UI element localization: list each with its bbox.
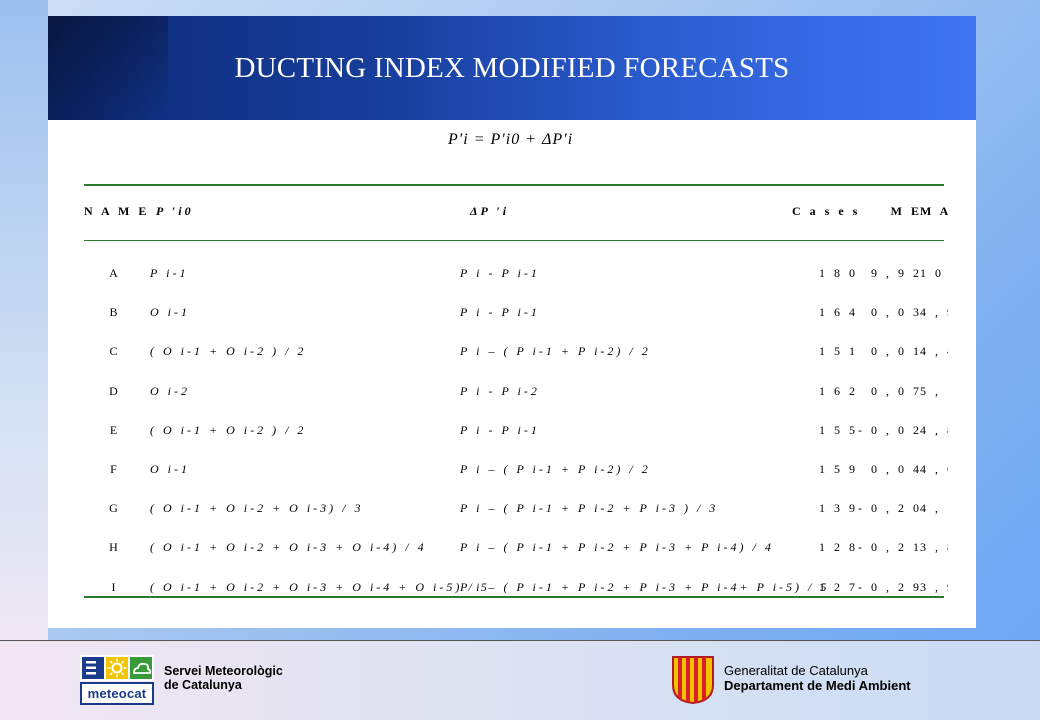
cell-dp: P i - P i-1	[460, 266, 540, 280]
cell-cases: 1 3 9	[819, 501, 858, 516]
cell-dp: P i - P i-1	[460, 422, 540, 437]
formula: P′i = P′i0 + ΔP′i	[448, 131, 574, 148]
cell-name: B	[109, 305, 121, 320]
cell-me: 0 , 0 4	[871, 462, 922, 476]
cell-p0: ( O i-1 + O i-2 + O i-3 + O i-4) / 4	[150, 540, 427, 555]
cell-ma: 4 , 4	[920, 344, 948, 359]
cell-p0: ( O i-1 + O i-2 ) / 2	[150, 344, 307, 359]
cell-dp: P i – ( P i-1 + P i-2 + P i-3 + P i-4) /…	[460, 540, 774, 555]
cell-dp: P i – ( P i-1 + P i-2) / 2	[460, 344, 651, 359]
cell-p0: ( O i-1 + O i-2 + O i-3) / 3	[150, 501, 364, 516]
cell-cases: 1 2 7	[819, 579, 858, 594]
table-rule-header	[84, 240, 944, 241]
generalitat-logo	[670, 655, 716, 705]
cell-cases: 1 6 4	[819, 305, 858, 320]
cell-cases: 1 6 2	[819, 383, 858, 398]
cell-me: 9 , 9 2	[871, 266, 922, 280]
slide-title: DUCTING INDEX MODIFIED FORECASTS	[234, 52, 790, 84]
header-me: M E	[890, 204, 922, 218]
cell-name: E	[109, 422, 121, 437]
slide-background-strip	[0, 0, 48, 640]
cell-ma: 4 , 1	[920, 501, 948, 516]
cell-dp: P i – ( P i-1 + P i-2 + P i-3 + P i-4+ P…	[460, 579, 830, 594]
cell-dp: P i – ( P i-1 + P i-2) / 2	[460, 462, 651, 476]
cell-dp: P i - P i-1	[460, 305, 540, 320]
cell-p0: O i-2	[150, 383, 190, 398]
cell-ma: 3 , 8	[920, 540, 948, 555]
cell-me: 0 , 0 3	[871, 305, 922, 320]
slide-panel: DUCTING INDEX MODIFIED FORECASTS P′i = P…	[48, 16, 976, 628]
weather-icons-strip	[80, 655, 154, 681]
header-cases: C a s e s	[792, 204, 861, 218]
cell-p0: P i-1	[150, 266, 189, 280]
servei-meteorologic-label: Servei Meteorològic de Catalunya	[164, 664, 283, 692]
cell-ma: 1 0 ,	[920, 266, 948, 280]
meteocat-wordmark: meteocat	[80, 682, 154, 705]
gov-line-2: Departament de Medi Ambient	[724, 678, 911, 693]
header-name: N A M E	[84, 204, 150, 218]
cell-name: A	[109, 266, 121, 280]
footer-divider	[0, 640, 1040, 641]
title-banner: DUCTING INDEX MODIFIED FORECASTS	[48, 16, 976, 120]
forecast-table: N A M E P ′i0 ΔP ′i C a s e s M E M A A P…	[84, 186, 948, 596]
cell-cases: 1 5 9	[819, 462, 858, 476]
cell-me: - 0 , 2 1	[858, 540, 922, 555]
cell-name: G	[109, 501, 121, 516]
cell-name: C	[109, 344, 121, 359]
meteocat-logo: meteocat	[80, 655, 154, 705]
cell-me: - 0 , 2 9	[858, 579, 922, 594]
cell-ma: 3 , 9	[920, 579, 948, 594]
cell-dp: P i - P i-2	[460, 383, 540, 398]
cell-ma: 4 , 8	[920, 422, 948, 437]
cell-name: D	[109, 383, 121, 398]
table-rule-bottom	[84, 596, 944, 598]
cell-me: - 0 , 0 2	[858, 422, 922, 437]
generalitat-label: Generalitat de Catalunya Departament de …	[724, 663, 911, 693]
header-delta-p: ΔP ′i	[470, 204, 510, 218]
cell-dp: P i – ( P i-1 + P i-2 + P i-3 ) / 3	[460, 501, 719, 516]
cell-ma: 4 , 9	[920, 305, 948, 320]
cell-cases: 1 8 0	[819, 266, 858, 280]
org-line-2: de Catalunya	[164, 678, 242, 692]
cell-ma: 4 , 6	[920, 462, 948, 476]
cell-p0: O i-1	[150, 305, 190, 320]
cell-me: 0 , 0 1	[871, 344, 922, 359]
cell-me: - 0 , 2 0	[858, 501, 922, 516]
cell-cases: 1 5 1	[819, 344, 858, 359]
cell-name: H	[109, 540, 121, 555]
cell-name: I	[111, 579, 119, 594]
header-ma: M A	[920, 204, 948, 218]
cell-p0: ( O i-1 + O i-2 + O i-3 + O i-4 + O i-5)…	[150, 579, 490, 594]
cell-name: F	[110, 462, 120, 476]
senyera-shield-icon	[672, 656, 714, 705]
cell-p0: ( O i-1 + O i-2 ) / 2	[150, 422, 307, 437]
footer	[0, 641, 1040, 720]
org-line-1: Servei Meteorològic	[164, 664, 283, 678]
gov-line-1: Generalitat de Catalunya	[724, 663, 868, 678]
cell-cases: 1 5 5	[819, 422, 858, 437]
cell-p0: O i-1	[150, 462, 190, 476]
cell-me: 0 , 0 7	[871, 383, 922, 398]
cell-cases: 1 2 8	[819, 540, 858, 555]
table-rule-top	[84, 184, 944, 186]
header-p0: P ′i0	[156, 204, 194, 218]
cell-ma: 5 , 1	[920, 383, 948, 398]
